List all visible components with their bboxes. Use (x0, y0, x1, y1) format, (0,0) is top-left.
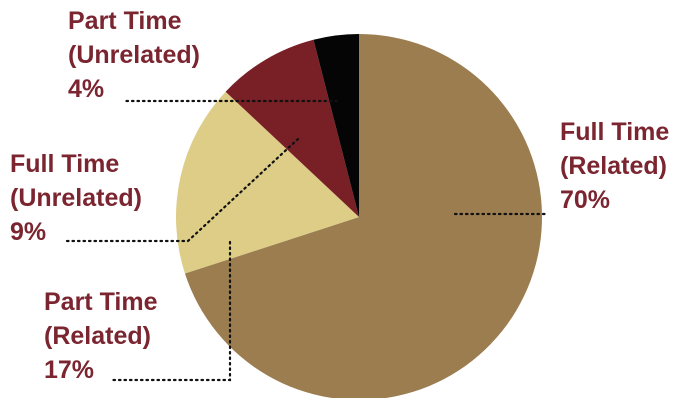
slice-label-part-time-related-line-1: Part Time (44, 288, 158, 316)
slice-label-part-time-related-line-2: (Related) (44, 322, 151, 350)
slice-value-full-time-related: 70% (560, 186, 610, 214)
slice-labels: Full Time (Related) 70% Part Time (Related) 1… (10, 7, 669, 384)
pie-slice-part-time-unrelated (313, 34, 359, 217)
slice-value-full-time-unrelated: 9% (10, 218, 46, 246)
pie-slice-full-time-related (184, 34, 542, 398)
pie-slice-full-time-unrelated (225, 39, 359, 217)
pie-slice-part-time-related (176, 91, 359, 274)
slice-label-full-time-unrelated-line-2: (Unrelated) (10, 184, 142, 212)
leader-line-part-time-related (111, 240, 232, 382)
slice-label-part-time-unrelated-line-2: (Unrelated) (68, 41, 200, 69)
slice-value-part-time-related: 17% (44, 356, 94, 384)
pie-slices (176, 34, 542, 398)
slice-label-part-time-unrelated-line-1: Part Time (68, 7, 182, 35)
slice-value-part-time-unrelated: 4% (68, 75, 104, 103)
leader-line-full-time-unrelated (64, 137, 300, 243)
slice-label-full-time-unrelated-line-1: Full Time (10, 150, 119, 178)
slice-label-full-time-related-line-1: Full Time (560, 118, 669, 146)
slice-label-full-time-related-line-2: (Related) (560, 152, 667, 180)
leader-lines (64, 99, 550, 382)
